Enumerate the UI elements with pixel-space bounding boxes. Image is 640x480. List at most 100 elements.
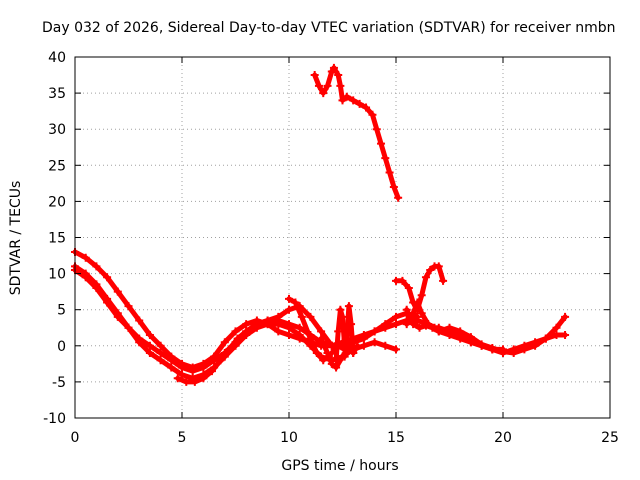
data-point-marker [285, 294, 293, 303]
data-point-marker [428, 323, 437, 332]
data-point-marker [336, 81, 345, 90]
data-point-marker [404, 284, 413, 293]
grid [75, 57, 610, 418]
data-point-marker [285, 330, 293, 339]
chart-title: Day 032 of 2026, Sidereal Day-to-day VTE… [42, 20, 616, 36]
data-point-marker [314, 81, 323, 90]
series-line-trace-5 [286, 296, 420, 363]
data-point-marker [421, 321, 430, 330]
y-tick-label: 5 [57, 303, 66, 319]
data-point-marker [377, 139, 386, 148]
data-point-marker [329, 63, 338, 72]
data-point-marker [124, 302, 133, 311]
data-point-marker [362, 103, 371, 112]
data-point-marker [323, 349, 332, 358]
series-markers-trace-11 [402, 305, 570, 358]
data-point-marker [426, 265, 435, 274]
data-point-marker [439, 276, 448, 285]
data-point-marker [381, 320, 390, 329]
data-point-marker [156, 341, 165, 350]
y-tick-label: 0 [57, 339, 66, 355]
data-point-marker [145, 341, 154, 350]
data-point-marker [274, 312, 283, 321]
series-line-trace-11 [404, 307, 568, 356]
data-series [71, 63, 570, 386]
data-point-marker [552, 330, 561, 339]
y-tick-label: 40 [48, 50, 66, 66]
data-point-marker [372, 125, 381, 134]
data-point-marker [81, 253, 90, 262]
data-point-marker [355, 99, 364, 108]
data-point-marker [306, 312, 315, 321]
data-point-marker [385, 168, 394, 177]
data-point-marker [220, 338, 229, 347]
series-markers-trace-10 [392, 262, 448, 314]
data-point-marker [334, 71, 343, 80]
y-tick-label: 25 [48, 158, 66, 174]
data-point-marker [199, 363, 208, 372]
data-point-marker [413, 305, 422, 314]
data-point-marker [156, 349, 165, 358]
data-point-marker [317, 327, 326, 336]
data-point-marker [338, 96, 347, 105]
data-point-marker [327, 359, 336, 368]
data-point-marker [370, 327, 379, 336]
data-point-marker [349, 96, 358, 105]
data-point-marker [342, 92, 351, 101]
data-point-marker [323, 81, 332, 90]
data-point-marker [477, 340, 486, 349]
data-point-marker [113, 312, 122, 321]
data-point-marker [81, 273, 90, 282]
x-tick-label: 25 [601, 430, 619, 446]
x-tick-label: 20 [494, 430, 512, 446]
data-point-marker [381, 341, 390, 350]
data-point-marker [417, 291, 426, 300]
data-point-marker [92, 284, 101, 293]
data-point-marker [156, 356, 165, 365]
series-markers-trace-5 [285, 294, 422, 365]
data-point-marker [225, 345, 234, 354]
data-point-marker [124, 323, 133, 332]
data-point-marker [92, 262, 101, 271]
data-point-marker [332, 363, 341, 372]
data-point-marker [113, 287, 122, 296]
data-point-marker [342, 334, 351, 343]
data-point-marker [317, 334, 326, 343]
data-point-marker [190, 377, 199, 386]
data-point-marker [285, 320, 293, 329]
data-point-marker [415, 323, 424, 332]
data-point-marker [409, 320, 418, 329]
data-point-marker [145, 330, 154, 339]
data-point-marker [178, 370, 186, 379]
y-tick-label: 30 [48, 122, 66, 138]
data-point-marker [434, 262, 443, 271]
data-point-marker [334, 327, 343, 336]
data-point-marker [509, 349, 518, 358]
series-markers-trace-8 [340, 302, 358, 361]
data-point-marker [381, 154, 390, 163]
data-point-marker [552, 323, 561, 332]
y-tick-label: 10 [48, 267, 66, 283]
data-point-marker [103, 273, 112, 282]
y-tick-label: 15 [48, 231, 66, 247]
data-point-marker [252, 320, 261, 329]
data-point-marker [199, 374, 208, 383]
y-tick-label: 20 [48, 194, 66, 210]
data-point-marker [368, 110, 377, 119]
data-point-marker [520, 345, 529, 354]
data-point-marker [312, 349, 321, 358]
data-point-marker [561, 330, 570, 339]
data-point-marker [499, 347, 507, 356]
y-tick-label: 35 [48, 86, 66, 102]
data-point-marker [349, 349, 358, 358]
data-point-marker [392, 320, 400, 329]
data-point-marker [173, 374, 182, 383]
data-point-marker [319, 356, 328, 365]
data-point-marker [347, 320, 356, 329]
data-point-marker [145, 349, 154, 358]
x-tick-label: 15 [387, 430, 405, 446]
data-point-marker [291, 298, 300, 307]
data-point-marker [295, 330, 304, 339]
data-point-marker [336, 305, 345, 314]
